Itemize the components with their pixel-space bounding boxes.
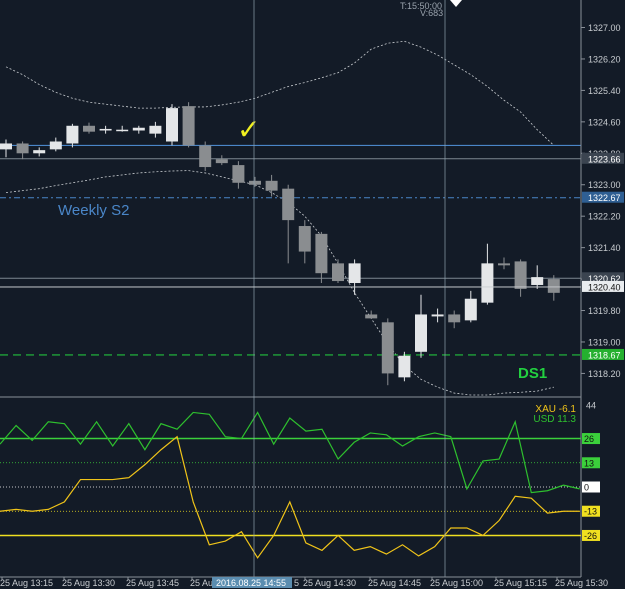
price-tick-label: 1319.00	[588, 337, 621, 347]
candle-body	[265, 180, 278, 191]
candle-body	[116, 129, 129, 132]
time-tick-label: 25 Aug 15:30	[555, 578, 608, 588]
candle-body	[448, 314, 461, 323]
candle-body	[249, 180, 261, 185]
price-tick-label: 1327.00	[588, 23, 621, 33]
oscillator-level-label: -26	[584, 531, 597, 541]
price-label-box	[582, 152, 624, 164]
crosshair-time-box	[212, 577, 292, 588]
bollinger-lower-band	[5, 170, 554, 396]
candle-body	[0, 143, 12, 150]
bollinger-upper-band	[5, 40, 555, 146]
candle-body	[332, 263, 344, 282]
price-tick-label: 1318.20	[588, 369, 621, 379]
oscillator-level-label: 26	[584, 434, 594, 444]
candle-body	[514, 261, 527, 289]
oscillator-level-box	[582, 433, 600, 445]
candle-body	[498, 263, 510, 266]
price-axis[interactable]: 1327.001326.201325.401324.601323.801323.…	[580, 0, 624, 577]
time-tick-label: 25 Aug 13:45	[126, 578, 179, 588]
time-tick-label: 25 Aug 13:15	[0, 578, 53, 588]
candle-body	[215, 159, 228, 164]
candle-body	[16, 143, 29, 154]
oscillator-panel[interactable]	[0, 411, 581, 559]
candle-body	[365, 314, 378, 319]
price-tick-label: 1326.20	[588, 54, 621, 64]
candle-body	[381, 322, 394, 374]
candle-body	[49, 141, 62, 150]
oscillator-level-label: 0	[584, 483, 589, 493]
price-label-box	[582, 191, 624, 203]
price-tick-label: 1319.80	[588, 306, 621, 316]
candle-body	[315, 233, 328, 274]
oscillator-level-label: -13	[584, 507, 597, 517]
volume-readout: V:683	[420, 8, 443, 18]
price-tick-label: 1325.40	[588, 86, 621, 96]
candle-body	[199, 145, 212, 168]
time-tick-label: 25 Aug 15:00	[430, 578, 483, 588]
candle-body	[531, 277, 544, 285]
time-tick-label: 25 Aug 13:30	[62, 578, 115, 588]
checkmark-icon: ✓	[237, 113, 260, 146]
candle-body	[99, 128, 112, 131]
legend-xau: XAU -6.1	[535, 404, 576, 415]
candle-body	[33, 150, 46, 154]
price-label-box	[582, 348, 624, 360]
oscillator-level-box	[582, 457, 600, 469]
oscillator-tick-label: 44	[586, 401, 596, 411]
time-tick-label: 5	[294, 578, 299, 588]
price-tick-label: 1322.20	[588, 212, 621, 222]
price-tick-label: 1321.40	[588, 243, 621, 253]
oscillator-series-line-xau	[0, 435, 580, 559]
oscillator-level-box	[582, 481, 600, 493]
time-tick-label: 25 Aug 14:45	[368, 578, 421, 588]
ds1-label: DS1	[518, 365, 547, 382]
oscillator-level-label: 13	[584, 458, 594, 468]
oscillator-level-box	[582, 505, 600, 517]
candle-body	[431, 314, 444, 317]
candle-body	[66, 125, 79, 144]
candle-body	[166, 108, 178, 142]
price-label: 1318.67	[588, 350, 621, 360]
candle-body	[232, 165, 245, 183]
candle-body	[464, 298, 477, 321]
time-axis[interactable]: 25 Aug 13:15 25 Aug 13:30 25 Aug 13:45 25 A…	[0, 576, 608, 588]
candle-body	[348, 263, 361, 284]
candle-body	[132, 127, 145, 131]
candle-body	[398, 355, 411, 378]
price-label-box	[582, 280, 624, 292]
scroll-marker-icon[interactable]	[450, 0, 462, 7]
time-readout: T:15:50:00	[400, 1, 442, 11]
time-tick-label: 25 Aug 14:30	[303, 578, 356, 588]
price-label-box	[582, 272, 624, 284]
price-tick-label: 1323.00	[588, 180, 621, 190]
oscillator-series-line-usd	[0, 411, 580, 494]
candle-body	[547, 279, 560, 293]
candle-body	[282, 188, 295, 221]
oscillator-level-box	[582, 529, 600, 541]
price-tick-label: 1324.60	[588, 117, 621, 127]
candle-body	[83, 125, 95, 132]
time-tick-label: 25 Aug 15:15	[494, 578, 547, 588]
legend-usd: USD 11.3	[533, 414, 576, 425]
price-label: 1322.67	[588, 193, 621, 203]
candle-body	[182, 106, 195, 146]
candle-body	[149, 125, 162, 134]
price-label: 1323.66	[588, 154, 621, 164]
crosshair-time-label: 2016.08.25 14:55	[216, 578, 286, 588]
candle-body	[415, 314, 427, 352]
price-label: 1320.40	[588, 282, 621, 292]
oscillator-axis: 26 13 0 -13 -26 44	[582, 401, 600, 541]
candle-body	[481, 263, 494, 303]
weekly-s2-label: Weekly S2	[58, 202, 129, 219]
candle-body	[298, 226, 311, 252]
price-label: 1320.62	[588, 274, 621, 284]
time-tick-label: 25 Aug	[190, 578, 218, 588]
